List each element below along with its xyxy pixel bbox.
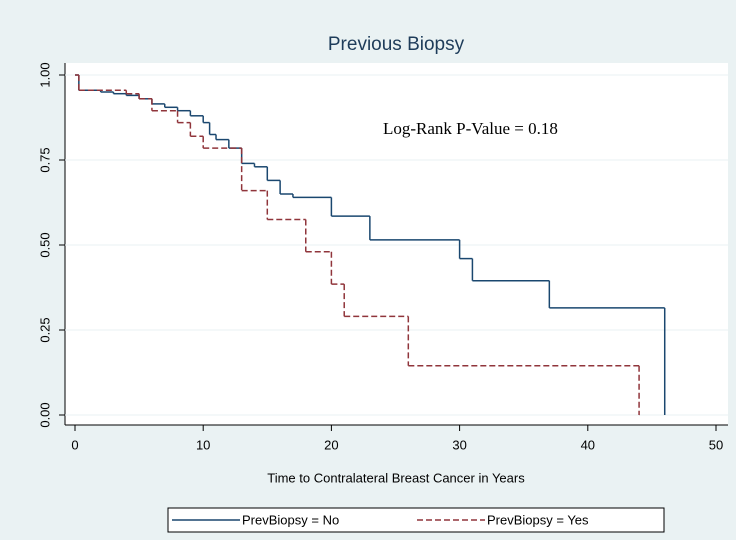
x-tick-label: 20 bbox=[324, 437, 338, 452]
x-tick-label: 0 bbox=[71, 437, 78, 452]
x-tick-label: 40 bbox=[581, 437, 595, 452]
x-tick-label: 50 bbox=[709, 437, 723, 452]
plot-area bbox=[65, 63, 728, 425]
legend-label: PrevBiopsy = Yes bbox=[487, 512, 589, 527]
x-tick-label: 30 bbox=[452, 437, 466, 452]
x-tick-label: 10 bbox=[196, 437, 210, 452]
y-tick-label: 0.75 bbox=[37, 147, 52, 172]
legend bbox=[167, 507, 665, 533]
legend-label: PrevBiopsy = No bbox=[242, 512, 339, 527]
y-tick-label: 1.00 bbox=[37, 62, 52, 87]
y-tick-label: 0.00 bbox=[37, 402, 52, 427]
x-axis-label: Time to Contralateral Breast Cancer in Y… bbox=[267, 470, 525, 485]
annotation: Log-Rank P-Value = 0.18 bbox=[383, 119, 558, 138]
chart-title: Previous Biopsy bbox=[328, 34, 465, 55]
y-tick-label: 0.50 bbox=[37, 232, 52, 257]
y-tick-label: 0.25 bbox=[37, 317, 52, 342]
